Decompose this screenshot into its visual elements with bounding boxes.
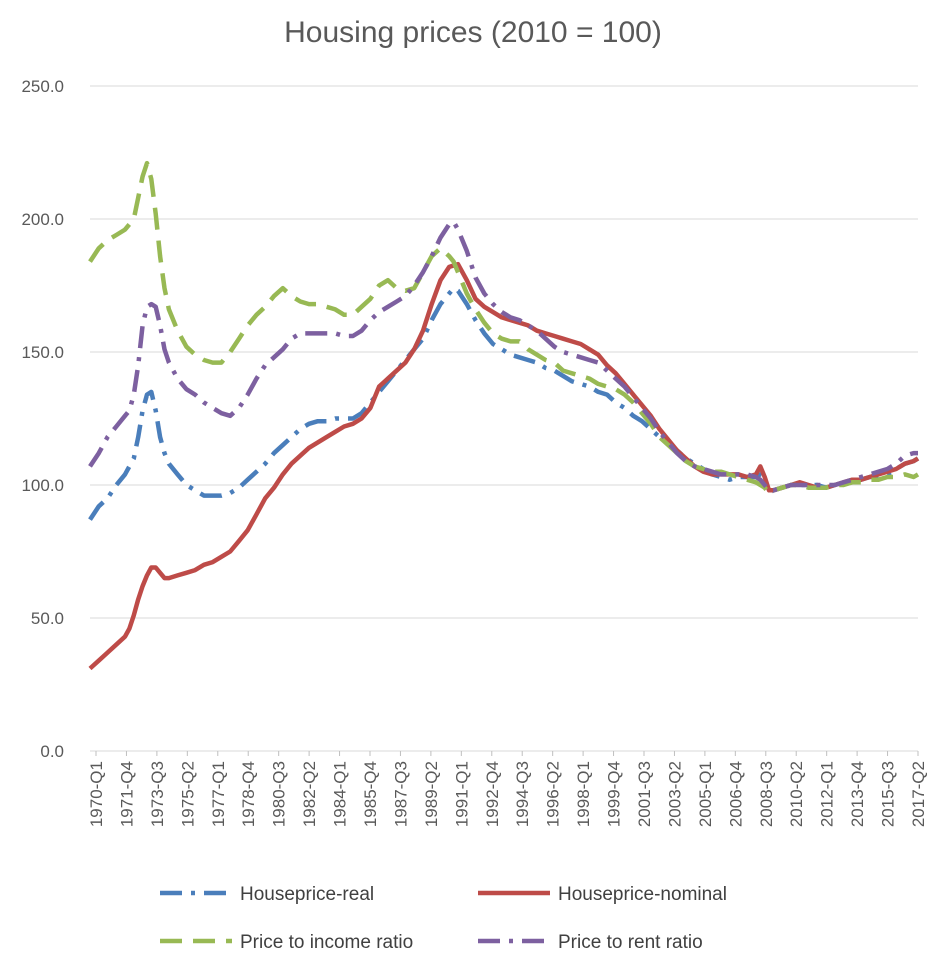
legend-label: Price to income ratio	[240, 932, 413, 953]
y-tick-label: 100.0	[21, 476, 64, 495]
x-tick-label: 1996-Q2	[544, 761, 563, 827]
legend: Houseprice-real Houseprice-nominal Price t…	[160, 884, 727, 953]
x-tick-label: 2015-Q3	[879, 761, 898, 827]
x-tick-label: 1978-Q4	[239, 761, 258, 827]
x-tick-label: 1980-Q3	[270, 761, 289, 827]
x-tick-label: 2006-Q4	[726, 761, 745, 827]
x-tick-label: 1971-Q4	[117, 761, 136, 827]
y-tick-label: 150.0	[21, 343, 64, 362]
y-axis: 0.0 50.0 100.0 150.0 200.0 250.0	[21, 77, 64, 761]
legend-label: Houseprice-real	[240, 884, 374, 905]
x-tick-label: 1973-Q3	[148, 761, 167, 827]
x-axis: 1970-Q1 1971-Q4 1973-Q3 1975-Q2 1977-Q1 1978-…	[87, 751, 928, 827]
series-line-3	[88, 160, 920, 496]
y-tick-label: 200.0	[21, 210, 64, 229]
x-tick-label: 1985-Q4	[361, 761, 380, 827]
x-tick-label: 2001-Q3	[635, 761, 654, 827]
x-tick-label: 1994-Q3	[513, 761, 532, 827]
series-line-4	[88, 219, 918, 493]
legend-label: Price to rent ratio	[558, 932, 703, 953]
x-tick-label: 1982-Q2	[300, 761, 319, 827]
series-lines	[88, 160, 920, 671]
x-tick-label: 1987-Q3	[391, 761, 410, 827]
x-tick-label: 1999-Q4	[605, 761, 624, 827]
x-tick-label: 1998-Q1	[574, 761, 593, 827]
x-tick-label: 2013-Q4	[848, 761, 867, 827]
x-tick-label: 1975-Q2	[178, 761, 197, 827]
chart-title: Housing prices (2010 = 100)	[284, 16, 662, 49]
legend-label: Houseprice-nominal	[558, 884, 727, 905]
x-tick-label: 1984-Q1	[331, 761, 350, 827]
x-tick-label: 1991-Q1	[452, 761, 471, 827]
series-line-2	[88, 261, 920, 671]
y-tick-label: 250.0	[21, 77, 64, 96]
gridlines	[90, 85, 918, 752]
x-tick-label: 2008-Q3	[757, 761, 776, 827]
x-tick-label: 2017-Q2	[909, 761, 928, 827]
x-tick-label: 2012-Q1	[818, 761, 837, 827]
x-tick-label: 1992-Q4	[483, 761, 502, 827]
x-tick-label: 2003-Q2	[665, 761, 684, 827]
x-tick-label: 2005-Q1	[696, 761, 715, 827]
y-tick-label: 50.0	[31, 609, 64, 628]
x-tick-label: 1989-Q2	[422, 761, 441, 827]
y-tick-label: 0.0	[40, 742, 64, 761]
x-tick-label: 1970-Q1	[87, 761, 106, 827]
x-tick-label: 1977-Q1	[209, 761, 228, 827]
x-tick-label: 2010-Q2	[787, 761, 806, 827]
